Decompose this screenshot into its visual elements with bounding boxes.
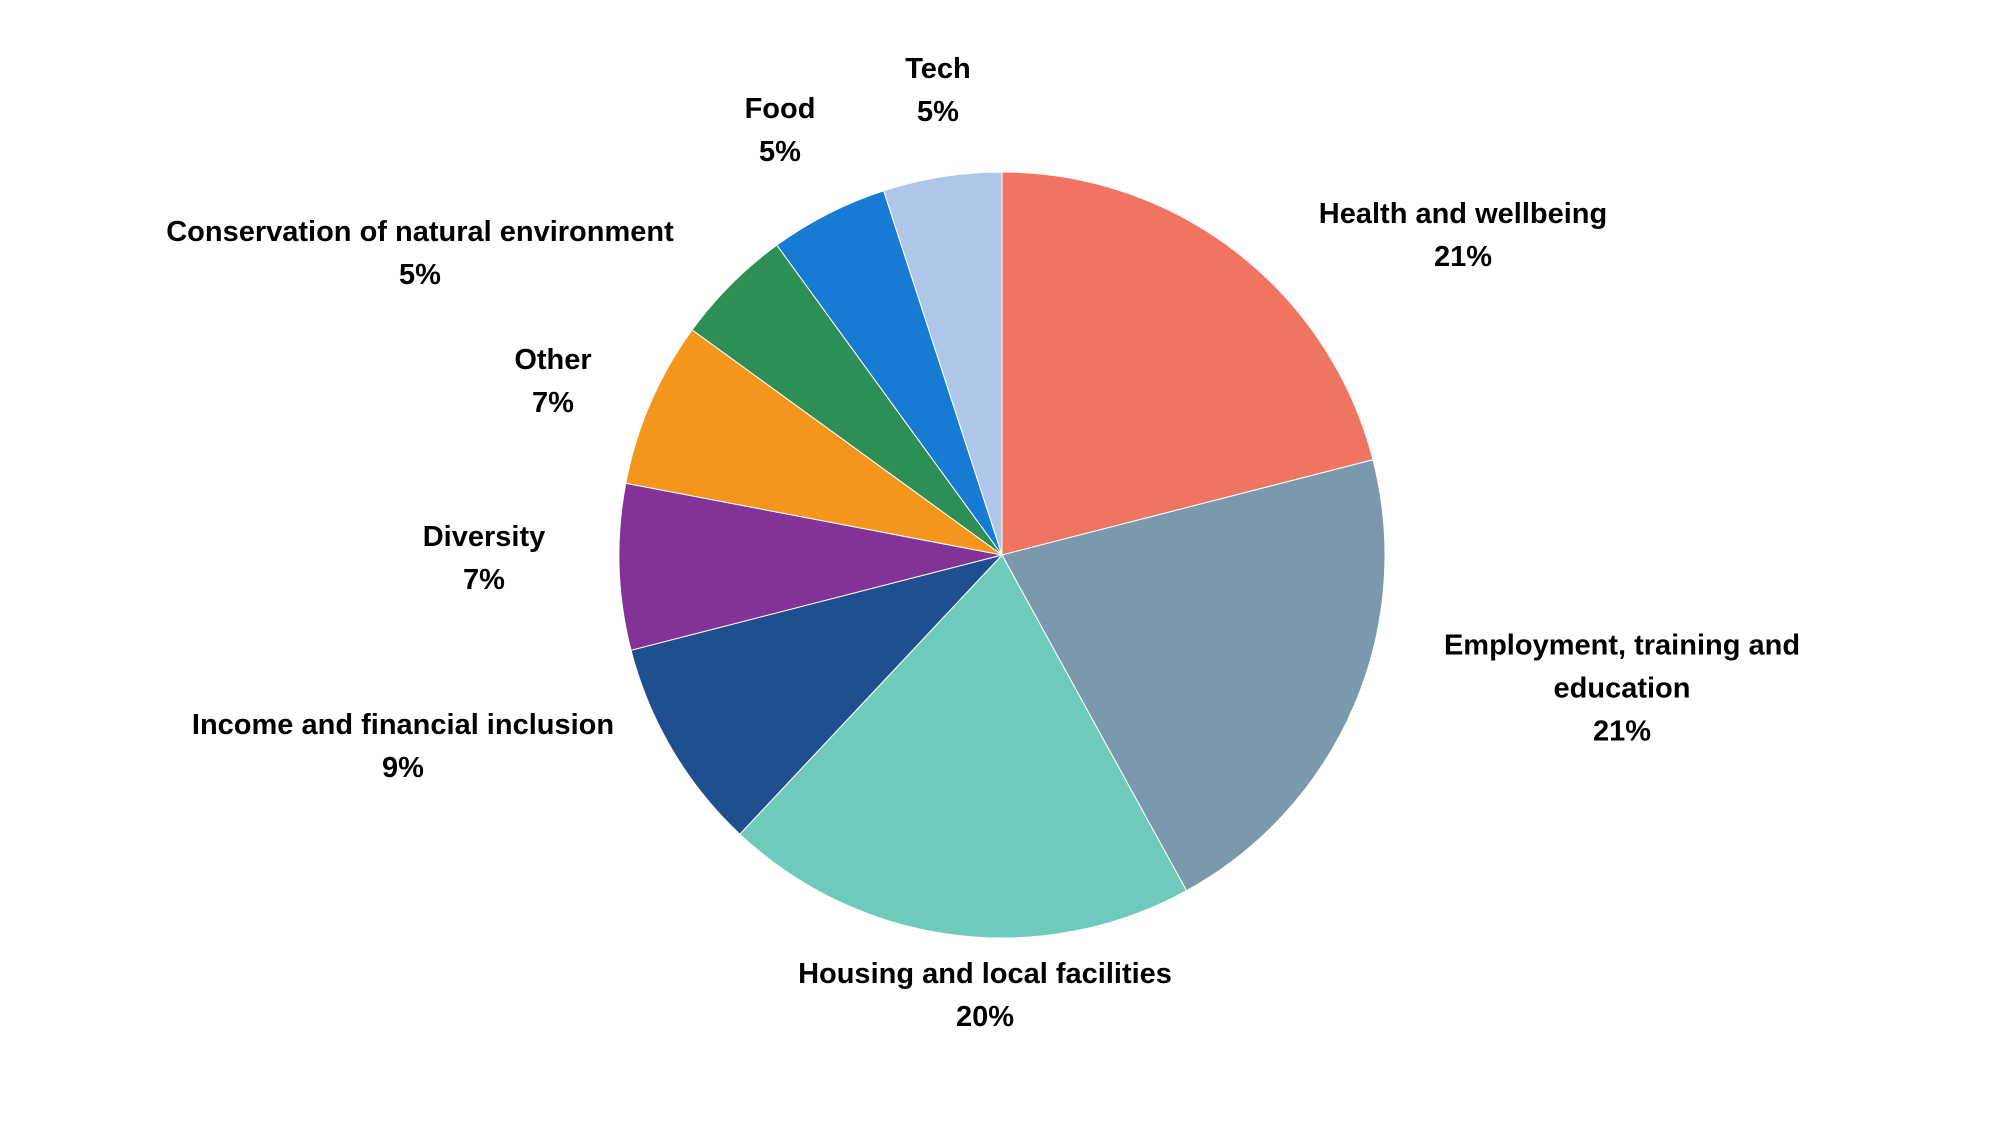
slice-label-tech: Tech 5%	[905, 53, 971, 128]
slice-name-housing: Housing and local facilities	[798, 958, 1172, 990]
pie-slice-employment	[1001, 459, 1386, 892]
slice-name-employment: education	[1554, 673, 1691, 705]
pie-slice-housing	[739, 554, 1188, 939]
slice-name-conservation: Conservation of natural environment	[166, 216, 674, 248]
slice-value-tech: 5%	[917, 96, 959, 128]
slice-name-diversity: Diversity	[423, 521, 546, 553]
pie-slice-other	[625, 329, 1003, 556]
slice-label-conservation: Conservation of natural environment 5%	[166, 216, 674, 291]
slice-label-diversity: Diversity 7%	[423, 521, 546, 596]
slice-value-diversity: 7%	[463, 564, 505, 596]
pie-slice-tech	[883, 171, 1003, 556]
slice-value-other: 7%	[532, 387, 574, 419]
slice-label-employment: Employment, training and education 21%	[1444, 630, 1800, 748]
slice-value-food: 5%	[759, 136, 801, 168]
slice-name-food: Food	[745, 93, 816, 125]
slice-label-health: Health and wellbeing 21%	[1319, 198, 1607, 273]
slice-label-food: Food 5%	[745, 93, 816, 168]
slice-name-income: Income and financial inclusion	[192, 709, 614, 741]
slice-value-conservation: 5%	[399, 259, 441, 291]
slices-layer	[618, 171, 1386, 939]
slice-label-housing: Housing and local facilities 20%	[798, 958, 1172, 1033]
slice-value-housing: 20%	[956, 1001, 1014, 1033]
slice-name-other: Other	[514, 344, 591, 376]
slice-value-health: 21%	[1434, 241, 1492, 273]
pie-slice-income	[630, 554, 1004, 835]
slice-name-tech: Tech	[905, 53, 971, 85]
pie-slice-diversity	[618, 482, 1003, 651]
pie-slice-health	[1001, 171, 1374, 556]
slice-value-income: 9%	[382, 752, 424, 784]
slice-name-employment: Employment, training and	[1444, 630, 1800, 662]
slice-name-health: Health and wellbeing	[1319, 198, 1607, 230]
slice-label-other: Other 7%	[514, 344, 591, 419]
slice-label-income: Income and financial inclusion 9%	[192, 709, 614, 784]
slice-value-employment: 21%	[1593, 716, 1651, 748]
